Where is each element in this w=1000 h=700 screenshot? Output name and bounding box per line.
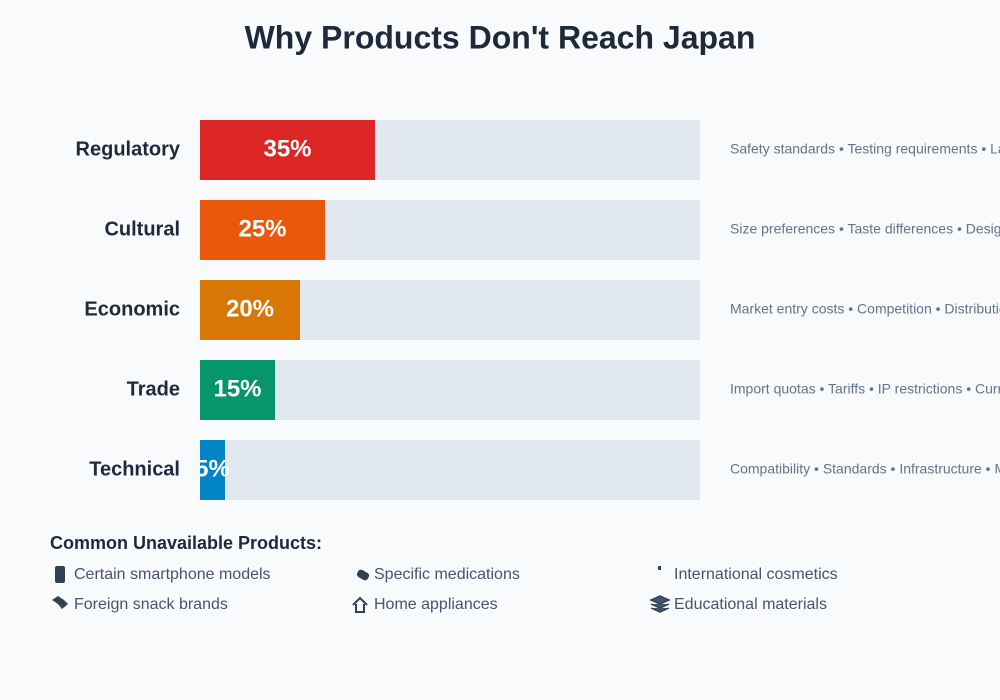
bar-description: Size preferences • Taste differences • D… (730, 221, 1000, 237)
value-label: 25% (238, 215, 286, 242)
product-icons (52, 566, 671, 613)
product-item: Specific medications (374, 566, 520, 583)
value-label: 15% (213, 375, 261, 402)
cosmetic-icon (658, 566, 661, 570)
category-label: Regulatory (76, 138, 181, 160)
bar-track (200, 360, 700, 420)
value-label: 20% (226, 295, 274, 322)
bar-track (200, 440, 700, 500)
bar (200, 280, 300, 340)
bar-description: Market entry costs • Competition • Distr… (730, 301, 1000, 317)
home-icon (352, 596, 368, 613)
chart-title: Why Products Don't Reach Japan (245, 19, 756, 55)
category-label: Trade (127, 378, 180, 400)
bar-description: Import quotas • Tariffs • IP restriction… (730, 381, 1000, 397)
bar-description: Compatibility • Standards • Infrastructu… (730, 461, 1000, 477)
books-icon (649, 595, 671, 613)
category-label: Economic (84, 298, 180, 320)
products-title: Common Unavailable Products: (50, 533, 322, 553)
snack-icon (52, 596, 68, 609)
pill-icon (356, 569, 370, 581)
bar (200, 200, 325, 260)
product-item: Certain smartphone models (74, 566, 271, 583)
value-label: 35% (263, 135, 311, 162)
product-item: International cosmetics (674, 566, 838, 583)
bar (200, 360, 275, 420)
category-label: Cultural (104, 218, 180, 240)
bar (200, 120, 375, 180)
product-item: Home appliances (374, 596, 498, 613)
product-item: Foreign snack brands (74, 596, 228, 613)
phone-icon (55, 566, 65, 583)
bar-description: Safety standards • Testing requirements … (730, 141, 1000, 157)
value-label: 5% (195, 455, 230, 482)
bar (200, 440, 225, 500)
category-label: Technical (89, 458, 180, 480)
product-item: Educational materials (674, 596, 827, 613)
